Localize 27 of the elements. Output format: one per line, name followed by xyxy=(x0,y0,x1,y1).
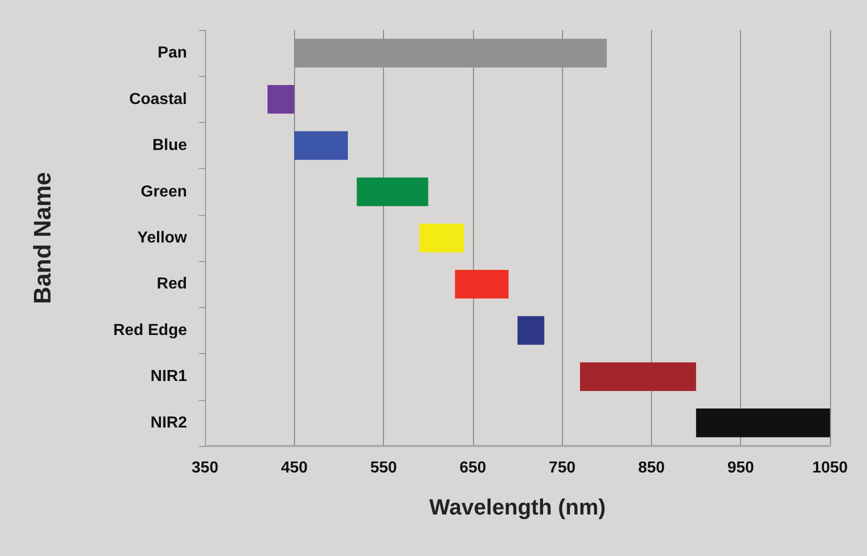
bar xyxy=(419,224,464,252)
y-tick-label: NIR1 xyxy=(150,368,188,386)
y-tick-label: Red xyxy=(156,276,187,293)
y-tick-label: Coastal xyxy=(129,90,187,108)
x-tick-label: 550 xyxy=(370,460,398,476)
x-tick-label: 750 xyxy=(548,460,576,476)
x-axis-title: Wavelength (nm) xyxy=(429,494,606,520)
bar xyxy=(294,131,348,160)
bar xyxy=(356,177,428,206)
x-tick-label: 1050 xyxy=(812,460,848,476)
y-axis-title: Band Name xyxy=(30,172,56,304)
bar xyxy=(455,270,509,299)
y-tick-label: Pan xyxy=(158,44,187,62)
bar xyxy=(580,362,696,391)
y-tick-label: Red Edge xyxy=(113,322,188,339)
x-tick-label: 850 xyxy=(638,460,665,476)
y-tick-label: Yellow xyxy=(137,230,188,246)
bar xyxy=(518,316,544,345)
bar xyxy=(268,85,294,114)
y-tick-label: Blue xyxy=(152,137,188,154)
bar xyxy=(696,408,830,438)
y-tick-label: Green xyxy=(140,183,187,200)
y-tick-label: NIR2 xyxy=(150,414,188,432)
x-tick-label: 650 xyxy=(460,460,486,476)
x-tick-label: 350 xyxy=(192,460,218,476)
x-tick-label: 950 xyxy=(727,460,754,476)
x-tick-label: 450 xyxy=(280,460,308,476)
